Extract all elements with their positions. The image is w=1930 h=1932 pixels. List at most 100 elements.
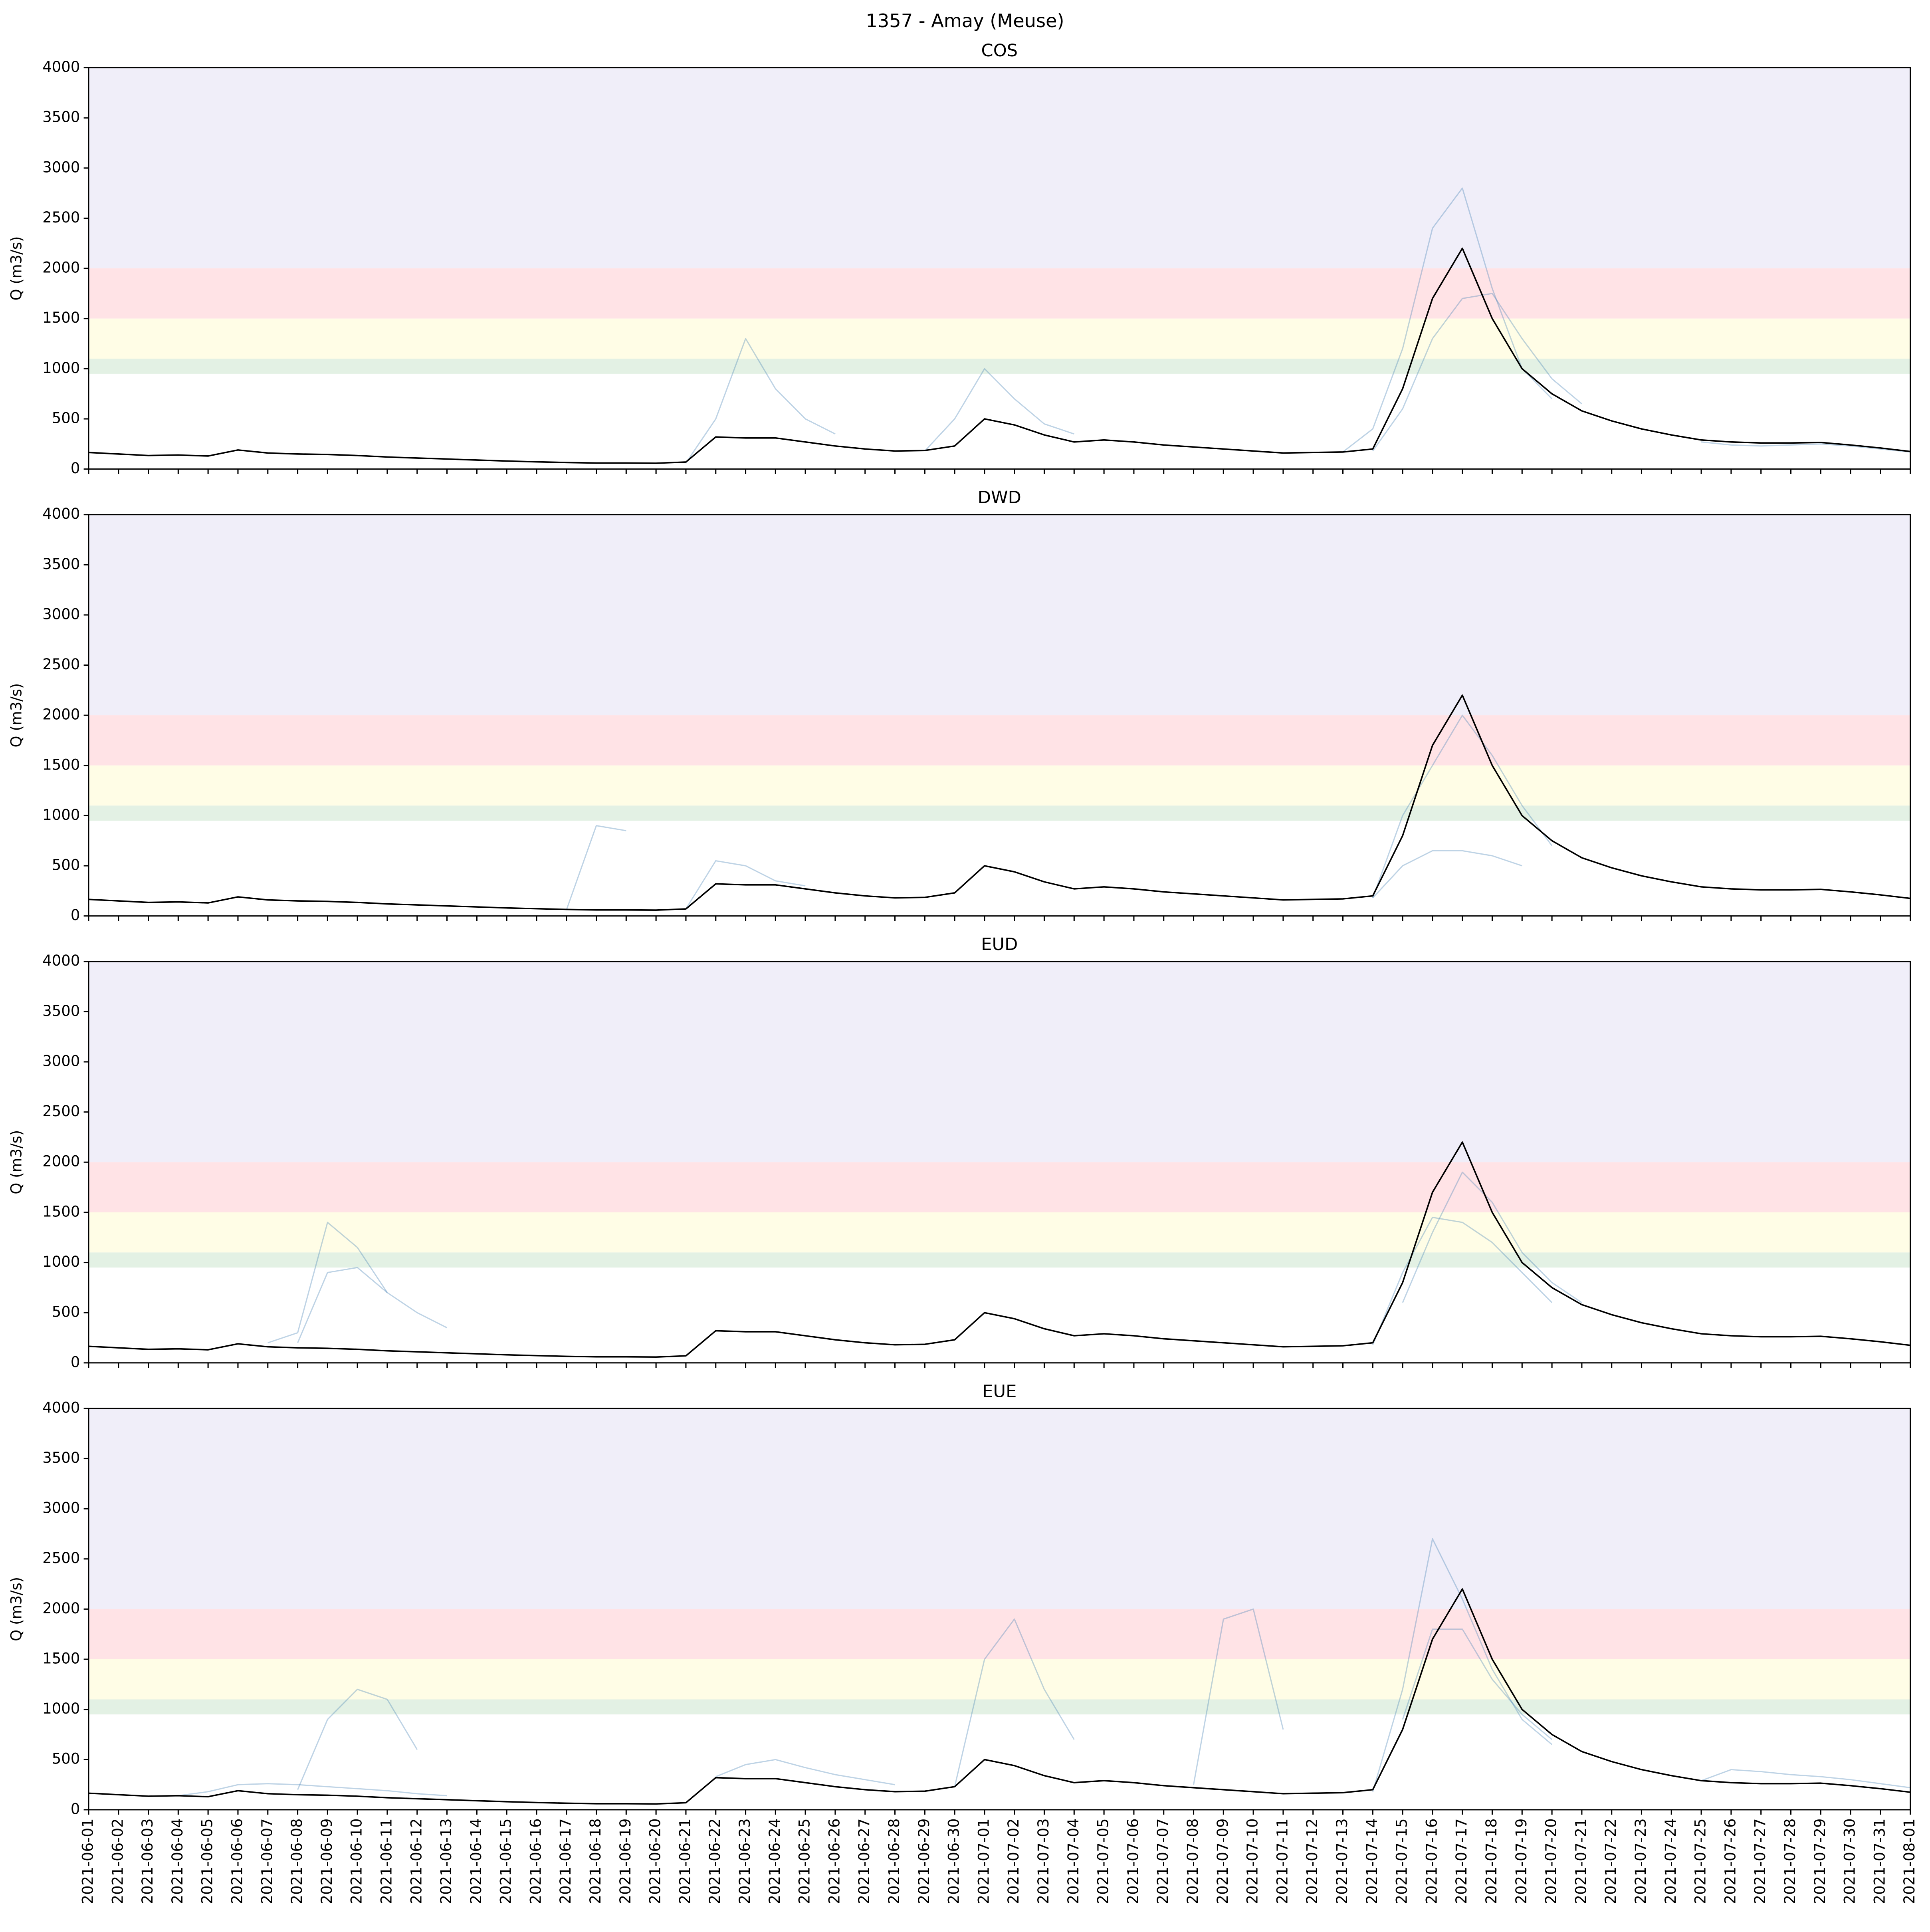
y-axis-label: Q (m3/s)	[8, 683, 25, 748]
y-tick-label: 3000	[42, 605, 80, 623]
ensemble-member-line	[715, 1759, 895, 1785]
ensemble-member-line	[924, 368, 1074, 452]
x-tick-label: 2021-06-18	[587, 1818, 604, 1904]
plot-area	[88, 1538, 1910, 1805]
x-tick-label: 2021-07-04	[1065, 1818, 1082, 1904]
x-tick-label: 2021-06-24	[766, 1818, 783, 1904]
x-tick-label: 2021-07-01	[975, 1818, 992, 1904]
y-tick-label: 0	[71, 906, 80, 924]
ensemble-member-line	[297, 1688, 418, 1790]
x-tick-label: 2021-07-24	[1662, 1818, 1679, 1904]
y-tick-label: 500	[52, 1750, 80, 1767]
panel-title: COS	[981, 41, 1018, 61]
threshold-band	[88, 1408, 1910, 1609]
ensemble-member-line	[178, 1783, 447, 1797]
ensemble-member-line	[1701, 1769, 1910, 1789]
y-tick-label: 1000	[42, 1700, 80, 1717]
threshold-band	[88, 67, 1910, 269]
y-tick-label: 1000	[42, 806, 80, 823]
y-tick-label: 2000	[42, 1600, 80, 1617]
panel-title: EUE	[982, 1381, 1017, 1401]
x-tick-label: 2021-08-01	[1901, 1818, 1918, 1904]
x-tick-label: 2021-07-13	[1334, 1818, 1351, 1904]
threshold-band	[88, 765, 1910, 806]
x-tick-label: 2021-07-25	[1692, 1818, 1709, 1904]
threshold-band	[88, 1252, 1910, 1268]
y-tick-label: 3500	[42, 1002, 80, 1020]
x-tick-label: 2021-07-18	[1483, 1818, 1500, 1904]
x-tick-label: 2021-07-07	[1154, 1818, 1171, 1904]
x-tick-label: 2021-07-14	[1363, 1818, 1381, 1904]
y-tick-label: 1500	[42, 1650, 80, 1667]
y-axis-label: Q (m3/s)	[8, 1130, 25, 1194]
threshold-band	[88, 1212, 1910, 1253]
x-tick-label: 2021-07-21	[1572, 1818, 1589, 1904]
ensemble-member-line	[685, 860, 806, 909]
x-tick-label: 2021-07-26	[1722, 1818, 1739, 1904]
y-tick-label: 3000	[42, 1053, 80, 1070]
y-tick-label: 0	[71, 460, 80, 477]
x-tick-label: 2021-07-03	[1035, 1818, 1052, 1904]
y-tick-label: 1000	[42, 1253, 80, 1270]
x-tick-label: 2021-07-29	[1811, 1818, 1829, 1904]
x-tick-label: 2021-07-06	[1124, 1818, 1141, 1904]
ensemble-member-line	[954, 1618, 1075, 1787]
x-tick-label: 2021-07-28	[1781, 1818, 1799, 1904]
y-tick-label: 500	[52, 1303, 80, 1321]
x-tick-label: 2021-06-21	[676, 1818, 694, 1904]
x-tick-label: 2021-06-08	[288, 1818, 305, 1904]
x-tick-label: 2021-07-05	[1095, 1818, 1112, 1904]
x-tick-label: 2021-06-13	[438, 1818, 455, 1904]
x-tick-label: 2021-06-07	[258, 1818, 275, 1904]
x-tick-label: 2021-06-25	[796, 1818, 813, 1904]
ensemble-member-line	[1372, 293, 1582, 452]
threshold-band	[88, 359, 1910, 374]
x-tick-label: 2021-06-09	[318, 1818, 335, 1904]
ensemble-member-line	[1342, 187, 1553, 453]
y-tick-label: 0	[71, 1353, 80, 1371]
threshold-band	[88, 1659, 1910, 1700]
y-tick-label: 2500	[42, 656, 80, 673]
y-tick-label: 3000	[42, 1500, 80, 1517]
y-tick-label: 0	[71, 1800, 80, 1817]
ensemble-member-line	[268, 1222, 388, 1343]
threshold-band	[88, 1609, 1910, 1659]
x-tick-label: 2021-07-20	[1543, 1818, 1560, 1904]
x-tick-label: 2021-07-09	[1214, 1818, 1231, 1904]
x-tick-label: 2021-06-23	[736, 1818, 753, 1904]
ensemble-member-line	[1372, 1216, 1553, 1345]
y-tick-label: 3000	[42, 159, 80, 176]
y-tick-label: 2500	[42, 1549, 80, 1567]
ensemble-member-line	[1701, 441, 1910, 453]
x-tick-label: 2021-06-20	[647, 1818, 664, 1904]
y-tick-label: 1000	[42, 359, 80, 377]
ensemble-member-line	[1193, 1608, 1284, 1785]
y-tick-label: 1500	[42, 1203, 80, 1220]
y-tick-label: 500	[52, 857, 80, 874]
x-tick-label: 2021-06-26	[826, 1818, 843, 1904]
y-tick-label: 1500	[42, 309, 80, 326]
x-tick-label: 2021-07-31	[1871, 1818, 1888, 1904]
observed-line	[88, 1141, 1910, 1358]
threshold-band	[88, 1162, 1910, 1212]
x-tick-label: 2021-06-05	[199, 1818, 216, 1904]
plot-area	[88, 187, 1910, 464]
x-tick-label: 2021-06-06	[228, 1818, 246, 1904]
x-tick-label: 2021-06-10	[348, 1818, 365, 1904]
y-tick-label: 2500	[42, 1103, 80, 1120]
ensemble-member-line	[1372, 714, 1553, 898]
y-tick-label: 4000	[42, 505, 80, 522]
panel-title: EUD	[981, 934, 1018, 954]
threshold-band	[88, 318, 1910, 359]
threshold-band	[88, 514, 1910, 716]
ensemble-member-line	[297, 1267, 448, 1343]
x-tick-label: 2021-07-19	[1513, 1818, 1530, 1904]
y-tick-label: 4000	[42, 1399, 80, 1416]
y-tick-label: 2500	[42, 209, 80, 226]
x-tick-label: 2021-07-27	[1752, 1818, 1769, 1904]
threshold-band	[88, 268, 1910, 319]
x-tick-label: 2021-06-30	[945, 1818, 963, 1904]
x-tick-label: 2021-07-23	[1632, 1818, 1649, 1904]
x-tick-label: 2021-06-12	[408, 1818, 425, 1904]
y-tick-label: 2000	[42, 1153, 80, 1170]
